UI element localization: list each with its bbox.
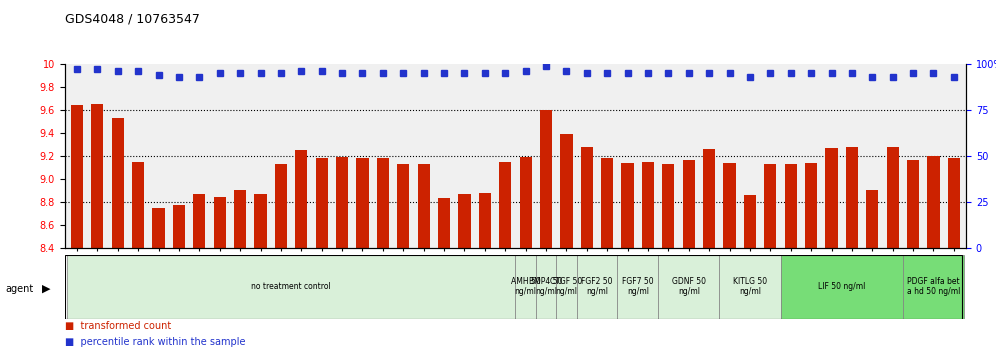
Bar	[152, 207, 164, 354]
Text: LIF 50 ng/ml: LIF 50 ng/ml	[818, 282, 866, 291]
Bar	[438, 198, 450, 354]
Bar	[316, 158, 328, 354]
Bar	[886, 147, 898, 354]
Bar	[479, 193, 491, 354]
Text: GDNF 50
ng/ml: GDNF 50 ng/ml	[671, 277, 706, 296]
Text: GDS4048 / 10763547: GDS4048 / 10763547	[65, 12, 199, 25]
FancyBboxPatch shape	[577, 255, 618, 319]
Bar	[254, 194, 267, 354]
Bar	[376, 158, 389, 354]
Bar	[867, 190, 878, 354]
Bar	[336, 157, 349, 354]
Bar	[520, 157, 532, 354]
Bar	[785, 164, 797, 354]
Bar	[173, 205, 185, 354]
FancyBboxPatch shape	[516, 255, 536, 319]
Bar	[193, 194, 205, 354]
Text: AMH 50
ng/ml: AMH 50 ng/ml	[511, 277, 541, 296]
FancyBboxPatch shape	[781, 255, 903, 319]
Bar	[703, 149, 715, 354]
Bar	[826, 148, 838, 354]
Bar	[764, 164, 777, 354]
FancyBboxPatch shape	[618, 255, 658, 319]
Bar	[499, 161, 511, 354]
FancyBboxPatch shape	[903, 255, 964, 319]
Bar	[234, 190, 246, 354]
Bar	[662, 164, 674, 354]
Bar	[92, 104, 104, 354]
Bar	[458, 194, 470, 354]
Bar	[132, 161, 144, 354]
Bar	[948, 158, 960, 354]
Text: CTGF 50
ng/ml: CTGF 50 ng/ml	[550, 277, 583, 296]
Text: ■  transformed count: ■ transformed count	[65, 321, 171, 331]
Text: ■  percentile rank within the sample: ■ percentile rank within the sample	[65, 337, 245, 347]
Text: PDGF alfa bet
a hd 50 ng/ml: PDGF alfa bet a hd 50 ng/ml	[906, 277, 960, 296]
FancyBboxPatch shape	[719, 255, 781, 319]
Bar	[581, 147, 593, 354]
Bar	[357, 158, 369, 354]
Text: FGF2 50
ng/ml: FGF2 50 ng/ml	[582, 277, 613, 296]
Bar	[744, 195, 756, 354]
Text: KITLG 50
ng/ml: KITLG 50 ng/ml	[733, 277, 767, 296]
Bar	[641, 161, 654, 354]
Bar	[112, 118, 124, 354]
Bar	[540, 110, 552, 354]
Bar	[907, 160, 919, 354]
FancyBboxPatch shape	[556, 255, 577, 319]
FancyBboxPatch shape	[658, 255, 719, 319]
Text: no treatment control: no treatment control	[251, 282, 331, 291]
Text: ▶: ▶	[42, 284, 51, 293]
Bar	[275, 164, 287, 354]
Bar	[561, 134, 573, 354]
Bar	[927, 156, 939, 354]
Bar	[723, 162, 736, 354]
Bar	[417, 164, 430, 354]
Bar	[846, 147, 858, 354]
Bar	[682, 160, 695, 354]
Bar	[71, 105, 83, 354]
FancyBboxPatch shape	[536, 255, 556, 319]
Text: BMP4 50
ng/ml: BMP4 50 ng/ml	[529, 277, 563, 296]
Bar	[601, 158, 614, 354]
Bar	[295, 150, 308, 354]
Text: agent: agent	[5, 284, 33, 293]
Bar	[213, 197, 226, 354]
Bar	[805, 162, 818, 354]
Bar	[397, 164, 409, 354]
FancyBboxPatch shape	[67, 255, 516, 319]
Text: FGF7 50
ng/ml: FGF7 50 ng/ml	[622, 277, 653, 296]
Bar	[622, 162, 633, 354]
